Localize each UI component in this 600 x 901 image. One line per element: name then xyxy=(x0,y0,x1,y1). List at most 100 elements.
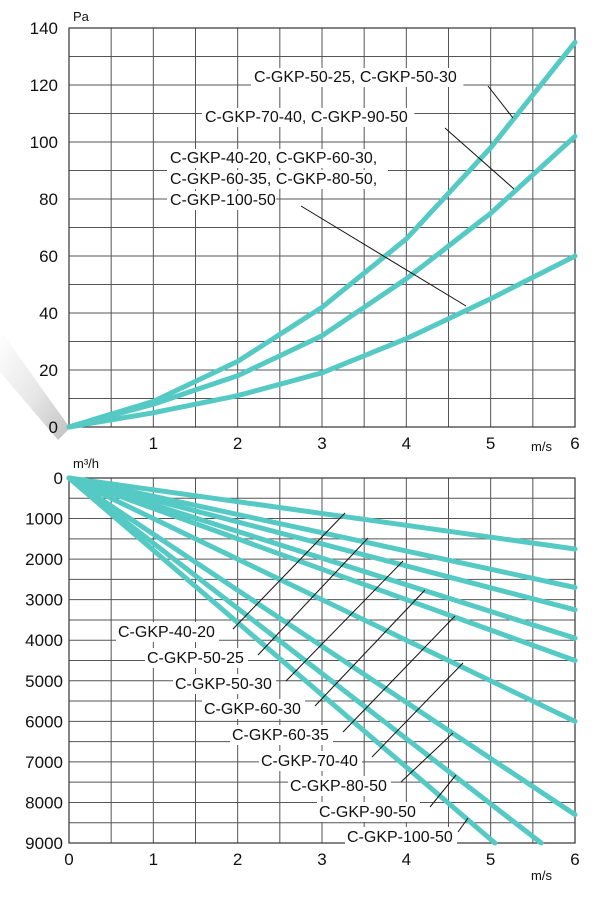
airflow-series-line-8 xyxy=(66,475,544,846)
airflow-series-line-5 xyxy=(66,475,578,663)
leader-line xyxy=(314,589,426,707)
airflow-y-tick: 4000 xyxy=(25,631,63,650)
pressure-x-unit: m/s xyxy=(531,439,552,454)
pressure-x-tick: 5 xyxy=(486,434,495,453)
airflow-series-label: C-GKP-60-35 xyxy=(232,727,329,744)
airflow-series-line-1 xyxy=(66,475,578,552)
pressure-y-tick: 20 xyxy=(39,361,58,380)
airflow-x-tick: 0 xyxy=(64,850,73,869)
airflow-series-label: C-GKP-60-30 xyxy=(204,701,301,718)
label-background xyxy=(173,674,276,694)
airflow-y-tick: 7000 xyxy=(25,753,63,772)
airflow-y-tick: 2000 xyxy=(25,550,63,569)
leader-line xyxy=(457,817,469,833)
airflow-series-label: C-GKP-40-20 xyxy=(118,624,215,641)
airflow-series-label: C-GKP-50-25 xyxy=(147,650,244,667)
pressure-x-tick: 4 xyxy=(402,434,411,453)
leader-line xyxy=(300,205,467,307)
airflow-chart-curves xyxy=(66,475,578,846)
airflow-series-line-2 xyxy=(66,475,578,590)
pressure-y-tick: 40 xyxy=(39,304,58,323)
label-background xyxy=(202,108,415,127)
pressure-y-tick: 0 xyxy=(49,418,58,437)
airflow-series-line-4 xyxy=(66,475,578,641)
leader-line xyxy=(487,85,514,119)
plot-frame xyxy=(68,27,576,428)
airflow-y-tick: 9000 xyxy=(25,834,63,853)
pressure-y-tick: 60 xyxy=(39,247,58,266)
label-background xyxy=(167,191,277,210)
pressure-y-tick: 140 xyxy=(30,19,58,38)
pressure-chart-curves xyxy=(66,39,578,430)
label-background xyxy=(345,827,457,847)
airflow-series-line-7 xyxy=(66,475,578,818)
pressure-x-tick: 3 xyxy=(317,434,326,453)
label-background xyxy=(251,68,464,87)
label-background xyxy=(230,725,333,745)
pressure-y-tick: 80 xyxy=(39,190,58,209)
airflow-series-line-9 xyxy=(66,475,498,846)
airflow-series-label: C-GKP-90-50 xyxy=(319,804,416,821)
airflow-series-label: C-GKP-80-50 xyxy=(290,778,387,795)
airflow-series-line-6 xyxy=(66,475,578,724)
pressure-x-tick: 1 xyxy=(149,434,158,453)
leader-line xyxy=(232,512,346,630)
airflow-x-tick: 5 xyxy=(486,850,495,869)
pressure-series-label: C-GKP-40-20, C-GKP-60-30, xyxy=(170,150,377,167)
pressure-chart-grid xyxy=(68,27,576,428)
airflow-series-label: C-GKP-50-30 xyxy=(175,676,272,693)
airflow-x-tick: 2 xyxy=(233,850,242,869)
airflow-y-tick: 3000 xyxy=(25,591,63,610)
pressure-series-label: C-GKP-70-40, C-GKP-90-50 xyxy=(205,109,408,126)
pressure-y-tick: 100 xyxy=(30,133,58,152)
pressure-x-tick: 2 xyxy=(233,434,242,453)
airflow-y-tick: 5000 xyxy=(25,672,63,691)
airflow-x-tick: 3 xyxy=(317,850,326,869)
label-background xyxy=(202,699,305,719)
pressure-y-tick: 120 xyxy=(30,76,58,95)
airflow-x-tick: 6 xyxy=(570,850,579,869)
pressure-x-tick: 6 xyxy=(570,434,579,453)
airflow-chart-leaders xyxy=(232,512,469,833)
leader-line xyxy=(342,615,456,733)
label-background xyxy=(116,622,219,642)
pressure-chart: 0 20 40 60 80 100 120 140 1 2 3 4 5 6 C-GKP-50-25, C-… xyxy=(30,9,580,454)
airflow-x-unit: m/s xyxy=(531,868,552,883)
airflow-x-tick: 1 xyxy=(149,850,158,869)
pressure-series-label: C-GKP-100-50 xyxy=(170,192,276,209)
pressure-chart-labels: C-GKP-50-25, C-GKP-50-30 C-GKP-70-40, C-G… xyxy=(167,68,464,210)
airflow-series-label: C-GKP-100-50 xyxy=(347,829,453,846)
pressure-series-label: C-GKP-50-25, C-GKP-50-30 xyxy=(254,69,457,86)
leader-line xyxy=(429,774,457,808)
airflow-series-label: C-GKP-70-40 xyxy=(261,753,358,770)
airflow-y-tick: 0 xyxy=(54,469,63,488)
pressure-series-line-2 xyxy=(66,133,578,430)
airflow-y-unit: m³/h xyxy=(73,456,99,471)
leader-line xyxy=(400,732,454,783)
pressure-chart-leaders xyxy=(300,85,515,307)
airflow-y-tick: 1000 xyxy=(25,510,63,529)
pressure-series-line-3 xyxy=(66,253,578,430)
page-curl-decoration xyxy=(0,330,70,440)
airflow-series-line-3 xyxy=(66,475,578,613)
label-background xyxy=(167,149,388,168)
pressure-y-unit: Pa xyxy=(73,9,90,24)
airflow-chart-labels: C-GKP-40-20 C-GKP-50-25 C-GKP-50-30 C-GKP-6… xyxy=(116,622,457,847)
pressure-series-label: C-GKP-60-35, C-GKP-80-50, xyxy=(170,171,377,188)
label-background xyxy=(259,751,362,771)
pressure-series-line-1 xyxy=(66,39,578,430)
pressure-chart-ticks: 0 20 40 60 80 100 120 140 1 2 3 4 5 6 xyxy=(30,19,580,453)
leader-line xyxy=(285,560,404,682)
leader-line xyxy=(371,662,464,758)
leader-line xyxy=(257,537,369,656)
airflow-y-tick: 6000 xyxy=(25,712,63,731)
leader-line xyxy=(444,127,515,190)
label-background xyxy=(167,170,388,189)
airflow-y-tick: 8000 xyxy=(25,793,63,812)
label-background xyxy=(317,802,420,822)
airflow-x-tick: 4 xyxy=(402,850,411,869)
label-background xyxy=(145,648,248,668)
